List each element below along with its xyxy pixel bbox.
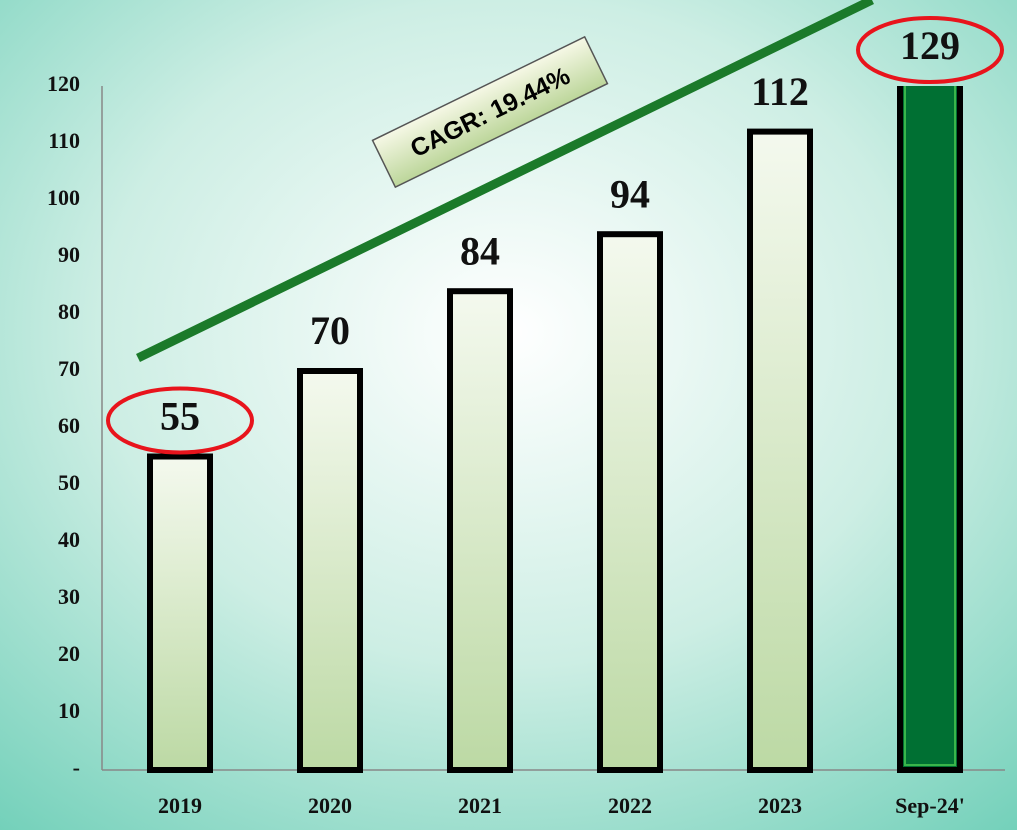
y-tick-label: 120 bbox=[47, 71, 80, 96]
x-tick-label: 2019 bbox=[158, 793, 202, 818]
data-label: 112 bbox=[751, 69, 809, 114]
x-tick-label: 2022 bbox=[608, 793, 652, 818]
y-tick-label: 110 bbox=[48, 128, 80, 153]
data-label: 94 bbox=[610, 171, 650, 216]
y-tick-label: 10 bbox=[58, 698, 80, 723]
highlight-circle bbox=[106, 386, 254, 455]
bars bbox=[147, 86, 963, 774]
data-label: 55 bbox=[160, 394, 200, 439]
bar bbox=[147, 453, 213, 773]
y-tick-label: 60 bbox=[58, 413, 80, 438]
bar bbox=[597, 231, 663, 773]
y-tick-label: - bbox=[73, 755, 80, 780]
y-tick-label: 90 bbox=[58, 242, 80, 267]
bar bbox=[747, 128, 813, 774]
annotation-box bbox=[371, 35, 609, 189]
x-tick-label: 2023 bbox=[758, 793, 802, 818]
y-tick-label: 30 bbox=[58, 584, 80, 609]
data-label: 84 bbox=[460, 228, 500, 273]
y-tick-label: 100 bbox=[47, 185, 80, 210]
y-tick-label: 40 bbox=[58, 527, 80, 552]
x-tick-label: 2021 bbox=[458, 793, 502, 818]
data-label: 129 bbox=[900, 23, 960, 68]
bar bbox=[447, 288, 513, 773]
x-tick-label: 2020 bbox=[308, 793, 352, 818]
y-tick-label: 80 bbox=[58, 299, 80, 324]
bar bbox=[897, 86, 963, 773]
data-label: 70 bbox=[310, 308, 350, 353]
bar-inner-border bbox=[904, 86, 956, 766]
x-tick-label: Sep-24' bbox=[895, 793, 965, 818]
y-tick-label: 20 bbox=[58, 641, 80, 666]
trend-line bbox=[136, 0, 874, 363]
y-tick-label: 70 bbox=[58, 356, 80, 381]
highlight-circle bbox=[856, 16, 1004, 84]
y-tick-label: 50 bbox=[58, 470, 80, 495]
bar bbox=[297, 368, 363, 773]
